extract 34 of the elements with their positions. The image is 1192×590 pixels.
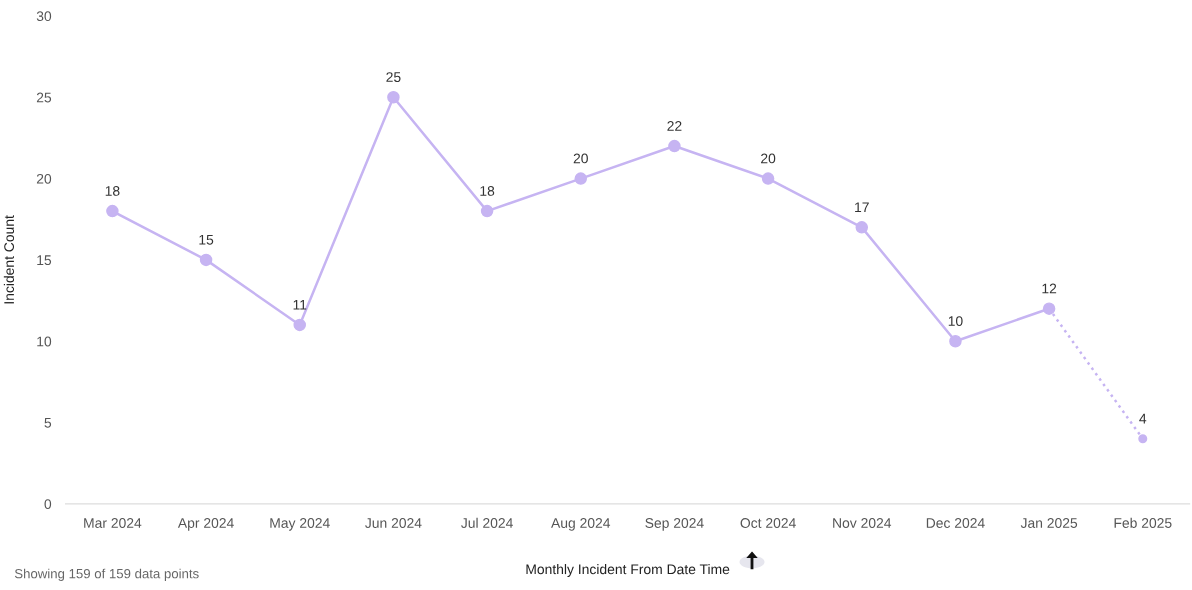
- y-tick-label: 10: [37, 336, 52, 347]
- text: Showing 159 of 159 data points: [14, 568, 199, 581]
- data-label: 25: [386, 72, 401, 83]
- x-tick-label: May 2024: [270, 518, 330, 531]
- x-tick-label: Aug 2024: [551, 518, 611, 531]
- data-label: 20: [573, 153, 588, 164]
- x-tick-label: Nov 2024: [833, 518, 892, 528]
- data-label: 4: [1139, 413, 1147, 424]
- data-label: 18: [480, 186, 495, 196]
- data-label: 22: [667, 120, 682, 131]
- y-axis-title: Incident Count: [3, 215, 15, 304]
- y-tick-label: 25: [36, 92, 52, 103]
- x-tick-label: Mar 2024: [84, 518, 142, 528]
- x-tick-label: Dec 2024: [926, 518, 985, 528]
- x-tick-label: Oct 2024: [740, 518, 796, 528]
- data-label: 18: [105, 186, 120, 196]
- x-tick-label: Jul 2024: [461, 517, 513, 528]
- y-tick-label: 0: [44, 499, 52, 510]
- data-label: 15: [199, 234, 214, 245]
- x-axis-title: Monthly Incident From Date Time: [526, 564, 730, 577]
- data-label: 11: [293, 300, 307, 310]
- x-tick-label: Jan 2025: [1020, 518, 1078, 528]
- x-tick-label: Feb 2025: [1114, 517, 1172, 528]
- y-tick-label: 20: [36, 173, 52, 184]
- y-tick-label: 5: [44, 418, 52, 428]
- data-label: 10: [948, 316, 963, 326]
- data-label: 17: [855, 202, 869, 212]
- data-label: 12: [1042, 283, 1057, 294]
- y-tick-label: 30: [36, 11, 52, 22]
- x-tick-label: Apr 2024: [177, 518, 234, 531]
- y-tick-label: 15: [37, 255, 52, 266]
- x-tick-label: Jun 2024: [365, 518, 422, 528]
- x-tick-label: Sep 2024: [645, 518, 704, 531]
- data-label: 20: [761, 153, 776, 164]
